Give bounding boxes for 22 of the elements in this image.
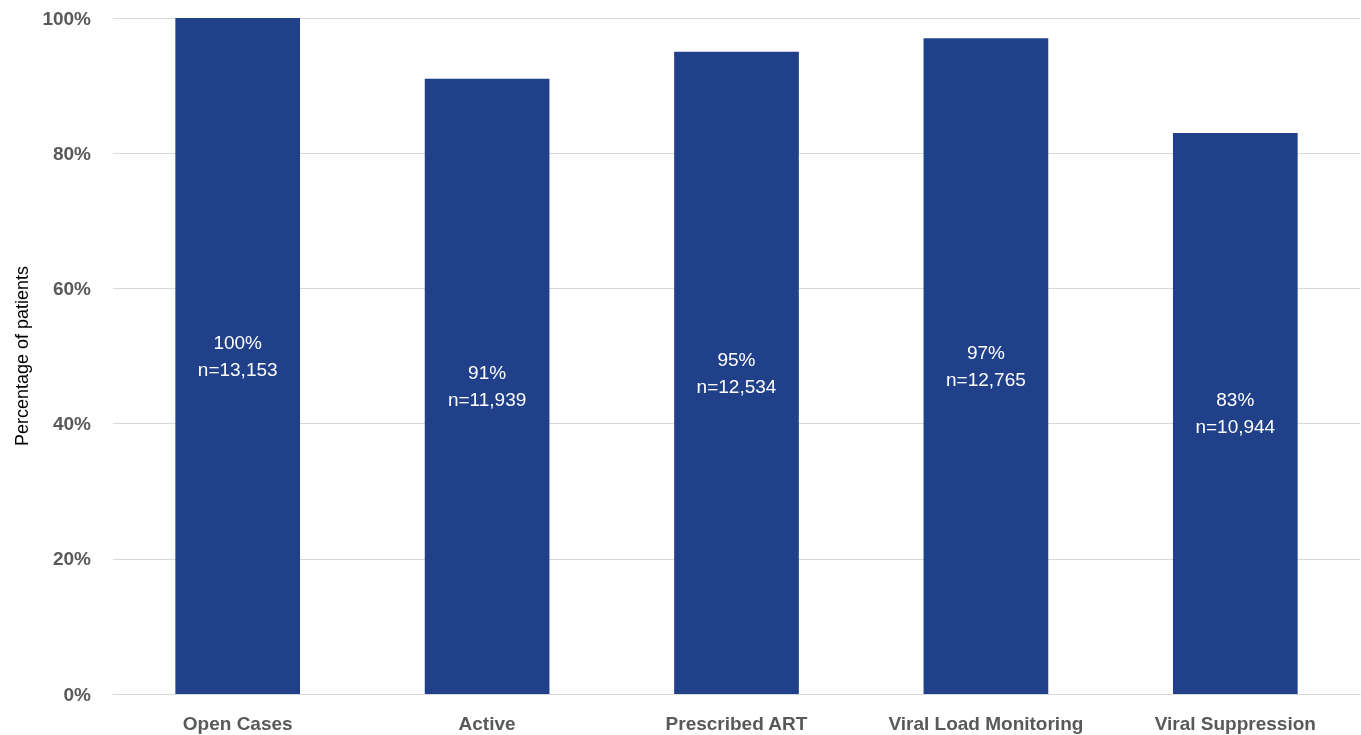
y-tick-label: 100% [42,7,92,29]
data-label: 91% n=11,939 [447,362,527,411]
x-tick-label: Viral Load Monitoring [888,713,1084,734]
data-label: 95% n=12,534 [696,348,777,397]
x-tick-label: Viral Suppression [1154,713,1316,734]
bar [923,38,1049,694]
x-tick-label: Open Cases [182,713,293,734]
bar [674,51,799,694]
bar [424,78,550,694]
y-tick-label: 80% [52,142,92,164]
x-tick-label: Active [458,713,516,734]
y-axis-title: Percentage of patients [12,265,32,447]
y-tick-label: 60% [52,277,92,299]
y-tick-label: 0% [63,683,92,705]
bar [1172,132,1298,694]
x-tick-label: Prescribed ART [665,713,808,734]
data-label: 97% n=12,765 [946,342,1026,391]
bar [175,18,301,694]
data-label: 83% n=10,944 [1195,389,1276,438]
y-tick-label: 20% [52,548,92,570]
data-label: 100% n=13,153 [197,332,278,380]
y-tick-label: 40% [52,413,92,435]
